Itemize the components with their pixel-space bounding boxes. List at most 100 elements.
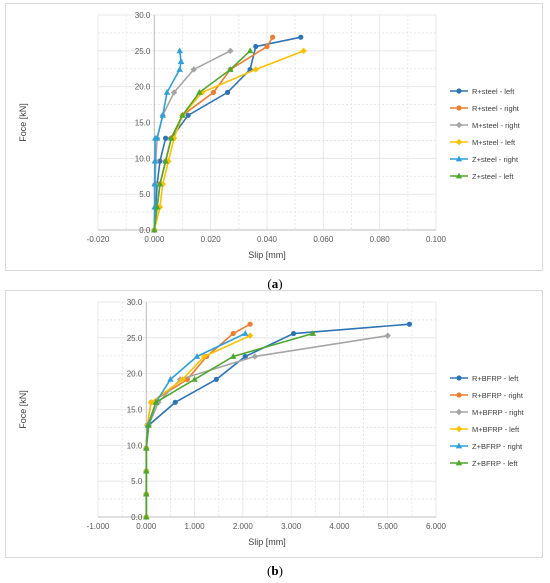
data-point xyxy=(253,43,259,50)
legend-label: Z+BFRP - right xyxy=(472,442,523,451)
y-tick-label: 15.0 xyxy=(127,406,143,415)
data-point xyxy=(159,111,166,118)
data-point xyxy=(384,332,391,339)
data-point xyxy=(227,47,234,55)
legend-label: R+BFRP - right xyxy=(472,391,524,400)
data-point xyxy=(143,490,150,497)
legend-label: M+BFRP - left xyxy=(472,425,520,434)
caption-b: (b) xyxy=(267,563,283,578)
data-point xyxy=(230,330,236,337)
data-point xyxy=(201,353,208,360)
legend-item: M+steel - left xyxy=(450,138,516,147)
chart-panel-a: -0.020 0.000 0.020 0.040 0.060 0.080 0.100 0.0 5… xyxy=(5,3,543,271)
series-m-bfrp-left xyxy=(143,332,254,521)
legend-item: M+BFRP - left xyxy=(450,425,520,434)
y-tick-label: 25.0 xyxy=(135,47,151,56)
y-axis-label: Foce [kN] xyxy=(18,390,28,429)
x-tick-label: 3.000 xyxy=(281,522,302,531)
legend-item: Z+BFRP - right xyxy=(450,442,523,451)
y-tick-label: 5.0 xyxy=(131,477,143,486)
y-tick-label: 10.0 xyxy=(127,441,143,450)
data-point xyxy=(247,321,253,327)
series-line xyxy=(145,332,314,517)
x-tick-label: 0.040 xyxy=(257,235,278,244)
legend-label: Z+steel - left xyxy=(472,172,514,181)
legend-item: M+BFRP - right xyxy=(450,408,525,417)
data-point xyxy=(151,226,158,233)
data-point xyxy=(298,34,304,40)
legend-swatch-marker xyxy=(455,425,463,433)
x-tick-label: 0.080 xyxy=(370,235,391,244)
legend-item: M+steel - right xyxy=(450,121,521,130)
y-tick-label: 15.0 xyxy=(135,119,151,128)
y-tick-label: 5.0 xyxy=(139,190,151,199)
data-point xyxy=(163,89,171,95)
data-point xyxy=(145,421,152,428)
x-tick-label: 1.000 xyxy=(185,522,206,531)
data-point xyxy=(309,330,317,336)
legend-item: Z+BFRP - left xyxy=(450,459,518,468)
legend-swatch-marker xyxy=(455,172,463,179)
chart-panel-b: -1.000 0.000 1.000 2.000 3.000 4.000 5.000 6.00… xyxy=(5,290,543,558)
legend-item: Z+steel - left xyxy=(450,172,514,181)
data-point xyxy=(152,398,160,405)
x-tick-label: 0.020 xyxy=(201,235,222,244)
data-point xyxy=(151,180,158,187)
x-axis-label: Slip [mm] xyxy=(248,537,286,547)
data-point xyxy=(179,376,186,383)
y-tick-label: 10.0 xyxy=(135,154,151,163)
grid xyxy=(97,301,437,518)
data-point xyxy=(177,58,185,64)
y-axis-label: Foce [kN] xyxy=(18,103,28,142)
legend-swatch-marker xyxy=(455,138,463,146)
legend-swatch-marker xyxy=(455,459,463,466)
y-tick-label: 25.0 xyxy=(127,334,143,343)
x-tick-label: 0.000 xyxy=(136,522,157,531)
x-tick-label: -0.020 xyxy=(87,235,110,244)
series-z-bfrp-left xyxy=(143,330,317,520)
legend-swatch-marker xyxy=(455,121,463,129)
data-point xyxy=(252,66,259,73)
data-point xyxy=(159,180,166,188)
series-line xyxy=(145,323,251,517)
x-tick-label: 6.000 xyxy=(426,522,447,531)
x-tick-label: 0.060 xyxy=(313,235,334,244)
chart-b: -1.000 0.000 1.000 2.000 3.000 4.000 5.000 6.00… xyxy=(18,298,525,547)
x-tick-label: 0.000 xyxy=(144,235,165,244)
legend-label: M+steel - right xyxy=(472,121,521,130)
legend: R+BFRP - left R+BFRP - right M+BFRP - righ… xyxy=(450,374,525,468)
data-point xyxy=(210,89,217,95)
x-tick-label: 5.000 xyxy=(378,522,399,531)
data-point xyxy=(143,467,150,474)
data-point xyxy=(242,330,249,336)
data-point xyxy=(242,353,248,360)
legend-item: Z+steel - right xyxy=(450,155,519,164)
data-point xyxy=(185,112,191,118)
legend-item: R+steel - right xyxy=(450,104,520,113)
y-tick-label: 20.0 xyxy=(135,83,151,92)
data-point xyxy=(172,399,178,405)
series-r-bfrp-left xyxy=(143,321,413,520)
x-axis-label: Slip [mm] xyxy=(248,250,286,260)
data-point xyxy=(251,353,259,360)
series-z-steel-left xyxy=(151,47,254,233)
data-point xyxy=(193,353,201,359)
series-line xyxy=(153,36,274,231)
data-point xyxy=(153,203,161,210)
series-r-bfrp-right xyxy=(143,321,253,520)
data-point xyxy=(230,353,237,359)
y-tick-label: 30.0 xyxy=(127,298,143,307)
x-tick-label: 0.100 xyxy=(426,235,447,244)
data-point xyxy=(151,157,159,164)
legend-swatch-marker xyxy=(456,392,462,398)
data-point xyxy=(191,376,198,382)
legend-item: R+BFRP - left xyxy=(450,374,519,383)
data-point xyxy=(163,135,169,141)
data-point xyxy=(167,376,174,382)
x-tick-label: 4.000 xyxy=(329,522,350,531)
data-point xyxy=(300,47,307,55)
legend-swatch-marker xyxy=(456,88,462,94)
legend-swatch-marker xyxy=(455,155,463,162)
data-point xyxy=(157,158,163,164)
chart-a: -0.020 0.000 0.020 0.040 0.060 0.080 0.100 0.0 5… xyxy=(18,11,521,260)
